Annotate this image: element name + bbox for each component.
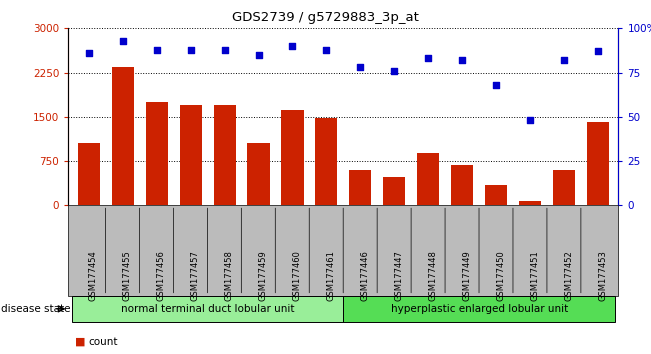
Point: [83, 50, 94, 56]
Bar: [281, 110, 303, 205]
Bar: [214, 105, 236, 205]
Bar: [146, 102, 168, 205]
Bar: [315, 118, 337, 205]
Text: ■: ■: [75, 337, 85, 347]
Point: [287, 43, 298, 49]
Text: GSM177455: GSM177455: [122, 251, 132, 301]
Bar: [519, 201, 541, 205]
Point: [253, 52, 264, 58]
Bar: [112, 67, 133, 205]
Text: GSM177457: GSM177457: [191, 251, 200, 301]
Bar: [485, 185, 507, 205]
Text: hyperplastic enlarged lobular unit: hyperplastic enlarged lobular unit: [391, 304, 568, 314]
Bar: [247, 143, 270, 205]
Text: disease state: disease state: [1, 304, 71, 314]
Bar: [77, 143, 100, 205]
Text: GSM177453: GSM177453: [598, 251, 607, 301]
Bar: [350, 170, 372, 205]
Text: GSM177451: GSM177451: [530, 251, 539, 301]
Text: GSM177449: GSM177449: [462, 251, 471, 301]
Text: GSM177448: GSM177448: [428, 251, 437, 301]
Point: [321, 47, 331, 52]
Point: [389, 68, 400, 74]
Point: [355, 64, 366, 70]
Text: GSM177458: GSM177458: [225, 251, 234, 301]
Point: [186, 47, 196, 52]
Text: GSM177446: GSM177446: [361, 251, 369, 301]
Point: [152, 47, 162, 52]
Text: GSM177450: GSM177450: [496, 251, 505, 301]
Text: normal terminal duct lobular unit: normal terminal duct lobular unit: [121, 304, 294, 314]
Text: GSM177456: GSM177456: [157, 251, 165, 301]
Bar: [451, 165, 473, 205]
Text: count: count: [88, 337, 117, 347]
Bar: [383, 177, 406, 205]
Bar: [587, 121, 609, 205]
Text: GSM177460: GSM177460: [292, 251, 301, 301]
Point: [457, 57, 467, 63]
Point: [423, 56, 434, 61]
Text: GSM177461: GSM177461: [326, 251, 335, 301]
Text: GSM177459: GSM177459: [258, 251, 268, 301]
Bar: [180, 105, 202, 205]
Bar: [417, 153, 439, 205]
Text: GSM177452: GSM177452: [564, 251, 573, 301]
Point: [525, 118, 535, 123]
Point: [491, 82, 501, 88]
Text: GSM177454: GSM177454: [89, 251, 98, 301]
Point: [117, 38, 128, 44]
Point: [559, 57, 570, 63]
Bar: [553, 170, 575, 205]
Text: GSM177447: GSM177447: [395, 251, 404, 301]
Point: [219, 47, 230, 52]
Point: [593, 48, 603, 54]
Text: GDS2739 / g5729883_3p_at: GDS2739 / g5729883_3p_at: [232, 11, 419, 24]
